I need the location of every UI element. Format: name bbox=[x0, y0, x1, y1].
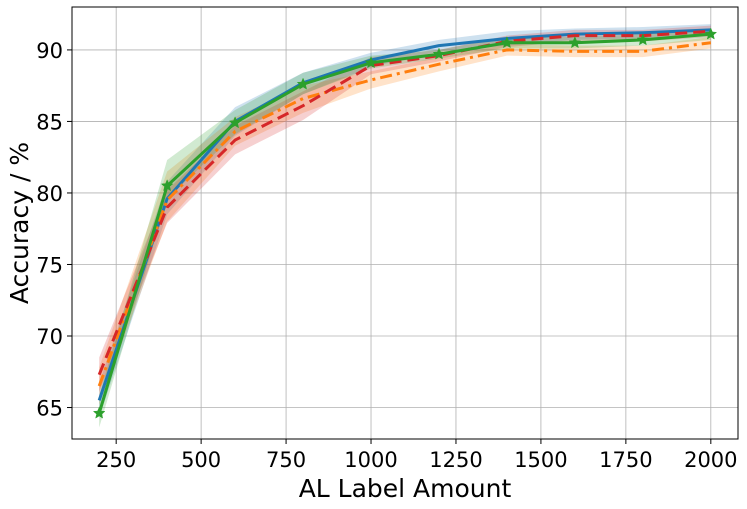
x-tick-label: 1750 bbox=[599, 448, 652, 472]
y-tick-label: 65 bbox=[36, 397, 63, 421]
x-tick-label: 2000 bbox=[684, 448, 737, 472]
series-2-line bbox=[97, 41, 712, 387]
series-4-point bbox=[160, 179, 174, 192]
x-tick-label: 500 bbox=[181, 448, 221, 472]
series-3-line bbox=[97, 29, 711, 376]
series-2-band bbox=[99, 37, 711, 405]
series-4-line bbox=[97, 32, 711, 414]
series-4-point bbox=[568, 36, 582, 49]
x-tick-label: 1500 bbox=[514, 448, 567, 472]
x-tick-label: 750 bbox=[266, 448, 306, 472]
series-4-point bbox=[228, 116, 242, 129]
y-axis-label: Accuracy / % bbox=[5, 142, 34, 304]
series-4-point bbox=[500, 36, 514, 49]
series-4-point bbox=[364, 56, 378, 69]
series-4-band bbox=[99, 28, 711, 428]
series-4-point bbox=[296, 77, 310, 90]
y-tick-labels: 65 70 75 80 85 90 bbox=[36, 39, 63, 421]
grid-layer bbox=[67, 7, 738, 444]
series-markers bbox=[92, 27, 718, 419]
x-axis-label: AL Label Amount bbox=[299, 474, 512, 503]
y-tick-label: 85 bbox=[36, 110, 63, 134]
confidence-bands bbox=[99, 24, 711, 428]
y-tick-label: 90 bbox=[36, 39, 63, 63]
series-1-line bbox=[97, 28, 711, 401]
x-tick-labels: 250 500 750 1000 1250 1500 1750 2000 bbox=[96, 448, 737, 472]
series-lines bbox=[97, 28, 712, 414]
series-1-band bbox=[99, 24, 711, 418]
y-tick-label: 75 bbox=[36, 253, 63, 277]
series-4-point bbox=[432, 47, 446, 60]
y-tick-label: 70 bbox=[36, 325, 63, 349]
x-tick-label: 1000 bbox=[344, 448, 397, 472]
x-tick-label: 250 bbox=[96, 448, 136, 472]
plot-frame bbox=[71, 6, 739, 440]
x-tick-label: 1250 bbox=[429, 448, 482, 472]
y-tick-label: 80 bbox=[36, 182, 63, 206]
series-4-point bbox=[92, 406, 106, 419]
series-4-point bbox=[704, 27, 718, 40]
series-4-point bbox=[636, 33, 650, 46]
series-3-band bbox=[99, 25, 711, 392]
